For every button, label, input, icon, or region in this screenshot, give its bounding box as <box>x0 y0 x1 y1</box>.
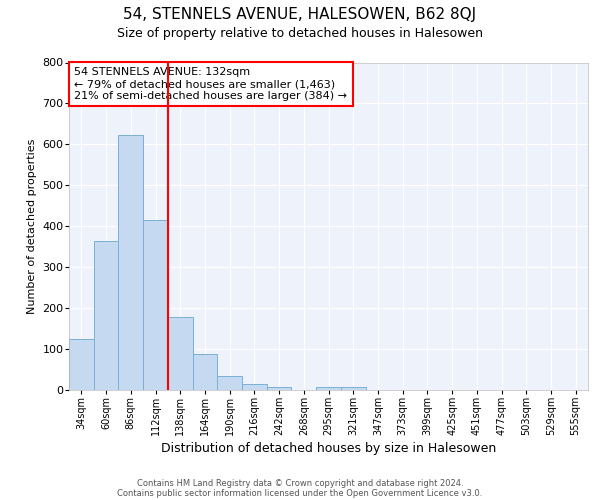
Bar <box>217 376 242 390</box>
Bar <box>168 317 193 390</box>
Text: Contains public sector information licensed under the Open Government Licence v3: Contains public sector information licen… <box>118 488 482 498</box>
Bar <box>94 240 118 390</box>
X-axis label: Distribution of detached houses by size in Halesowen: Distribution of detached houses by size … <box>161 442 496 455</box>
Y-axis label: Number of detached properties: Number of detached properties <box>27 138 37 314</box>
Text: 54 STENNELS AVENUE: 132sqm
← 79% of detached houses are smaller (1,463)
21% of s: 54 STENNELS AVENUE: 132sqm ← 79% of deta… <box>74 68 347 100</box>
Bar <box>267 386 292 390</box>
Bar <box>341 386 365 390</box>
Bar <box>242 384 267 390</box>
Bar <box>193 354 217 390</box>
Text: Contains HM Land Registry data © Crown copyright and database right 2024.: Contains HM Land Registry data © Crown c… <box>137 478 463 488</box>
Bar <box>69 339 94 390</box>
Text: 54, STENNELS AVENUE, HALESOWEN, B62 8QJ: 54, STENNELS AVENUE, HALESOWEN, B62 8QJ <box>124 8 476 22</box>
Text: Size of property relative to detached houses in Halesowen: Size of property relative to detached ho… <box>117 28 483 40</box>
Bar <box>316 386 341 390</box>
Bar <box>143 220 168 390</box>
Bar <box>118 136 143 390</box>
